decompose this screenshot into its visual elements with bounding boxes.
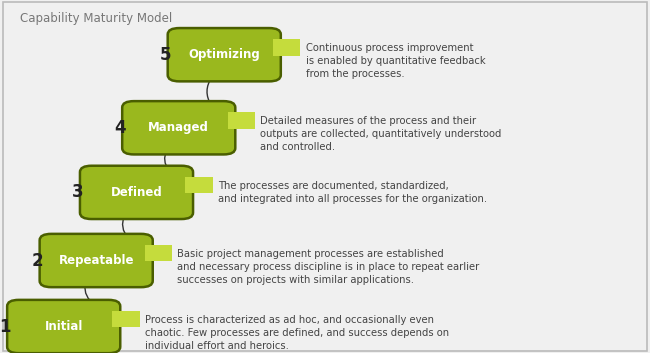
FancyBboxPatch shape	[227, 112, 255, 128]
Text: Process is characterized as ad hoc, and occasionally even
chaotic. Few processes: Process is characterized as ad hoc, and …	[145, 315, 449, 351]
FancyBboxPatch shape	[7, 300, 120, 353]
Text: 4: 4	[114, 119, 125, 137]
Text: Defined: Defined	[111, 186, 162, 199]
FancyBboxPatch shape	[185, 177, 213, 193]
Text: The processes are documented, standardized,
and integrated into all processes fo: The processes are documented, standardiz…	[218, 181, 487, 204]
Text: 5: 5	[159, 46, 171, 64]
Text: Continuous process improvement
is enabled by quantitative feedback
from the proc: Continuous process improvement is enable…	[306, 43, 485, 79]
FancyBboxPatch shape	[3, 2, 647, 351]
Text: Initial: Initial	[44, 320, 83, 333]
FancyBboxPatch shape	[112, 311, 140, 327]
Text: Optimizing: Optimizing	[188, 48, 260, 61]
Text: 3: 3	[72, 184, 83, 201]
Text: Repeatable: Repeatable	[58, 254, 134, 267]
FancyBboxPatch shape	[80, 166, 193, 219]
Text: Managed: Managed	[148, 121, 209, 134]
FancyBboxPatch shape	[168, 28, 281, 82]
FancyBboxPatch shape	[145, 245, 172, 261]
FancyBboxPatch shape	[40, 234, 153, 287]
Text: Detailed measures of the process and their
outputs are collected, quantitatively: Detailed measures of the process and the…	[260, 116, 501, 152]
Text: 1: 1	[0, 318, 10, 335]
Text: Capability Maturity Model: Capability Maturity Model	[20, 12, 172, 25]
Text: 2: 2	[31, 252, 43, 269]
FancyBboxPatch shape	[122, 101, 235, 155]
FancyBboxPatch shape	[273, 39, 300, 55]
Text: Basic project management processes are established
and necessary process discipl: Basic project management processes are e…	[177, 249, 480, 285]
